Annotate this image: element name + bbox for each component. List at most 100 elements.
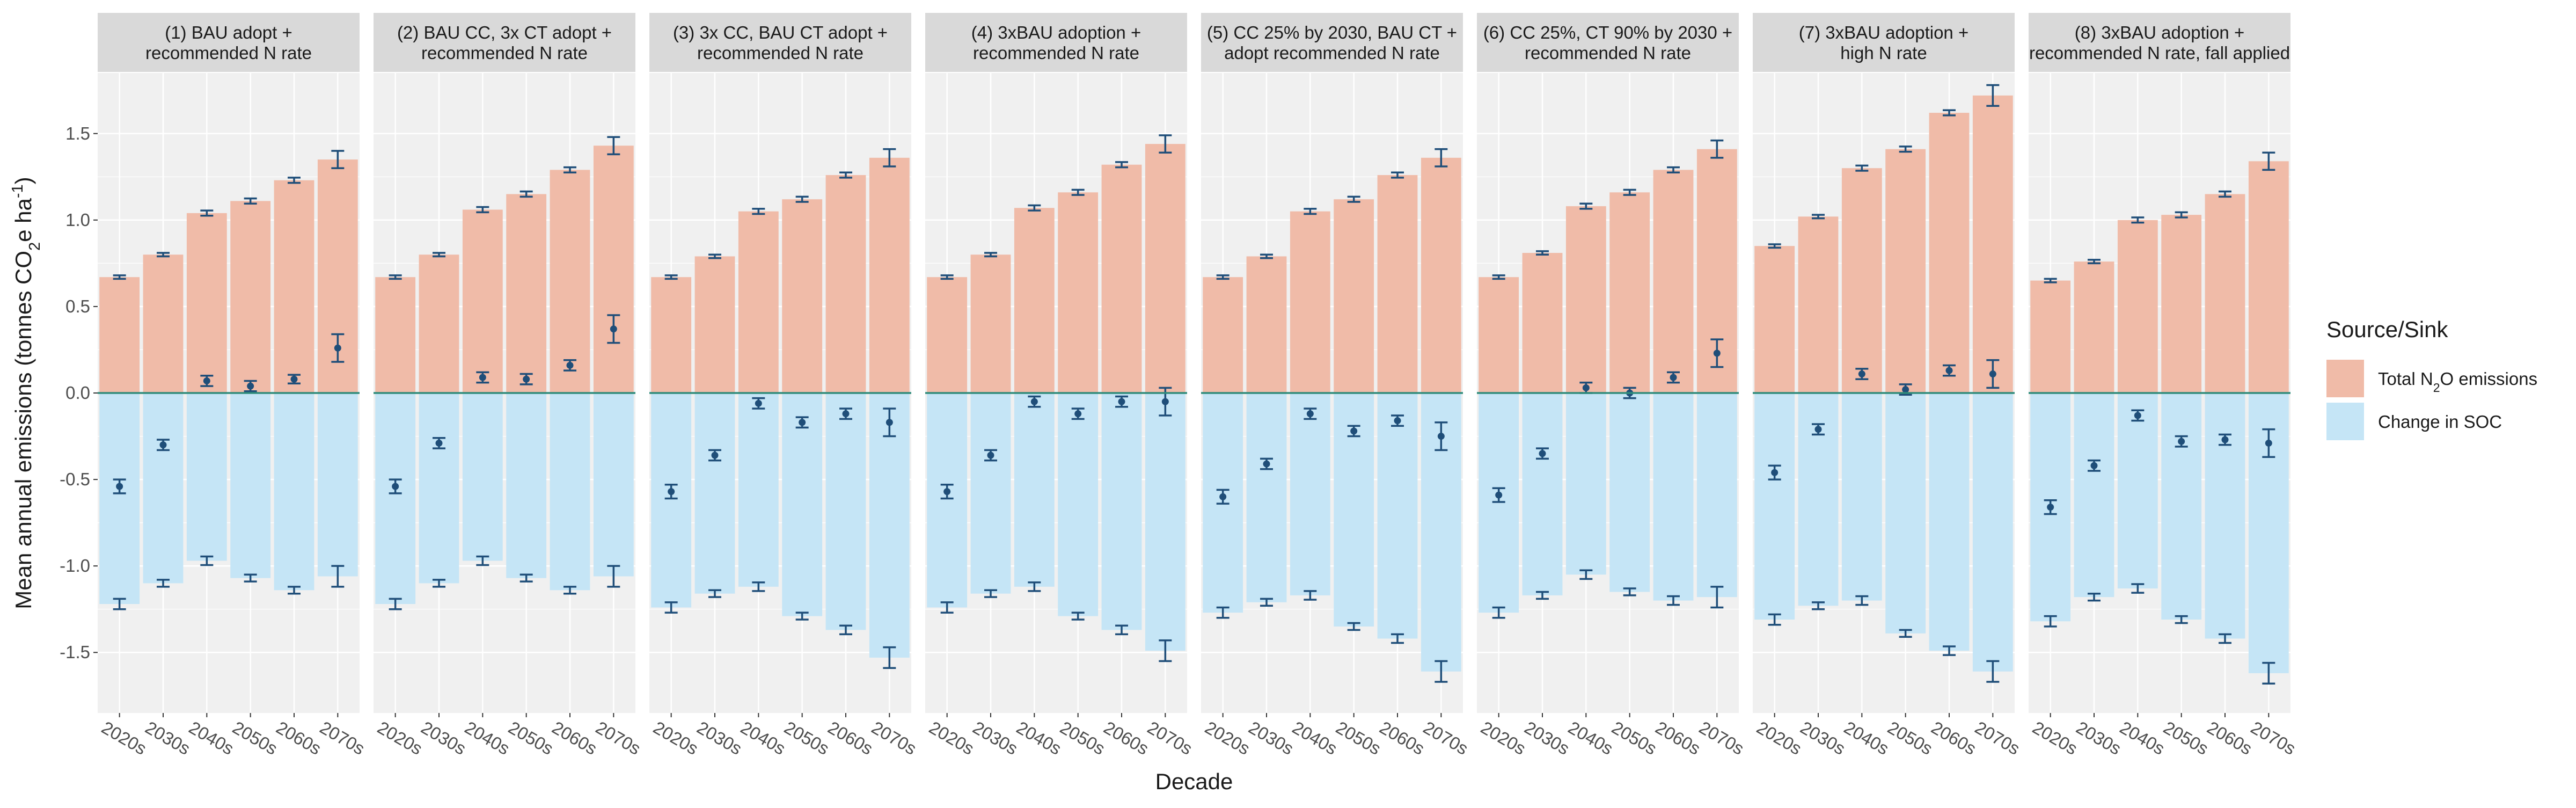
point-net [2134, 412, 2141, 419]
bar-n2o [782, 199, 823, 393]
bar-n2o [419, 254, 459, 393]
point-net [799, 419, 806, 426]
x-tick-label: 2020s [1477, 717, 1529, 759]
x-tick-label: 2070s [1972, 717, 2023, 759]
x-tick-label: 2070s [1696, 717, 1747, 759]
legend-layer: Source/Sink Total N2O emissions Change in … [2326, 317, 2537, 440]
bar-n2o [694, 256, 735, 393]
facet-title-line: (5) CC 25% by 2030, BAU CT + [1207, 23, 1457, 42]
x-tick-label: 2060s [1652, 717, 1704, 759]
x-tick-label: 2030s [418, 717, 470, 759]
point-net [1263, 460, 1270, 468]
bar-soc [2074, 393, 2114, 598]
x-tick-label: 2020s [374, 717, 426, 759]
facet-strip [1477, 13, 1739, 72]
point-net [1030, 398, 1038, 405]
x-tick-label: 2040s [1013, 717, 1065, 759]
point-net [1306, 410, 1314, 418]
x-tick-label: 2060s [1928, 717, 1980, 759]
point-net [1814, 426, 1822, 433]
bar-soc [506, 393, 547, 578]
facet-title-line: (7) 3xBAU adoption + [1799, 23, 1968, 42]
bar-soc [1101, 393, 1142, 630]
point-net [203, 377, 210, 384]
bar-soc [1696, 393, 1737, 598]
point-net [842, 410, 850, 418]
bar-n2o [1421, 157, 1461, 393]
y-tick-label: 1.0 [65, 210, 90, 230]
y-axis-title-part: Mean annual emissions (tonnes CO [11, 251, 36, 609]
x-tick-label: 2050s [1884, 717, 1936, 759]
x-tick-label: 2050s [781, 717, 832, 759]
bar-n2o [1609, 192, 1650, 393]
bar-soc [1246, 393, 1287, 602]
point-net [1539, 450, 1546, 457]
bar-soc [1653, 393, 1694, 601]
x-tick-label: 2040s [737, 717, 789, 759]
bar-soc [1841, 393, 1882, 601]
facet-title-line: recommended N rate [145, 43, 312, 63]
bar-n2o [1972, 95, 2013, 393]
x-tick-label: 2070s [1144, 717, 1196, 759]
x-tick-label: 2030s [1521, 717, 1573, 759]
facet-title-line: recommended N rate [421, 43, 588, 63]
bar-soc [2117, 393, 2158, 589]
point-net [1670, 374, 1677, 381]
point-net [2221, 436, 2229, 443]
bar-n2o [2117, 220, 2158, 393]
x-tick-label: 2020s [1753, 717, 1805, 759]
bar-n2o [506, 194, 547, 393]
x-tick-label: 2070s [592, 717, 644, 759]
x-tick-label: 2050s [2160, 717, 2212, 759]
x-tick-label: 2030s [694, 717, 745, 759]
facet-strip [2029, 13, 2290, 72]
facet-title-line: recommended N rate [697, 43, 863, 63]
facet-strip [98, 13, 360, 72]
bar-soc [1929, 393, 1970, 651]
bar-soc [825, 393, 866, 630]
bar-soc [230, 393, 271, 578]
bar-n2o [550, 170, 590, 393]
bar-n2o [1522, 253, 1563, 393]
x-tick-label: 2050s [1333, 717, 1384, 759]
facet-title: (8) 3xBAU adoption + recommended N rate, … [2029, 23, 2290, 63]
bar-soc [375, 393, 416, 605]
facet-title-line: (3) 3x CC, BAU CT adopt + [673, 23, 888, 42]
bar-soc [186, 393, 227, 561]
x-tick-label: 2040s [462, 717, 513, 759]
y-tick-label: -1.0 [60, 556, 90, 576]
point-net [1161, 398, 1169, 405]
point-net [392, 483, 399, 490]
x-tick-label: 2070s [317, 717, 368, 759]
bar-soc [143, 393, 184, 584]
bar-n2o [1841, 168, 1882, 393]
bar-soc [1058, 393, 1099, 616]
point-net [1074, 410, 1082, 418]
x-tick-label: 2060s [1101, 717, 1152, 759]
point-net [1495, 491, 1503, 499]
x-tick-label: 2040s [1565, 717, 1616, 759]
point-net [1989, 370, 1996, 378]
legend-label-n2o: Total N2O emissions [2378, 369, 2537, 395]
facet-title: (2) BAU CC, 3x CT adopt + recommended N r… [397, 23, 612, 63]
bar-n2o [1101, 164, 1142, 393]
point-net [1902, 386, 1909, 394]
facet-panel-5: (5) CC 25% by 2030, BAU CT + adopt recomm… [1201, 13, 1472, 759]
facet-title-line: adopt recommended N rate [1224, 43, 1440, 63]
bar-n2o [593, 145, 634, 393]
bar-n2o [2248, 161, 2289, 393]
bar-n2o [1203, 277, 1243, 393]
point-net [1394, 417, 1401, 425]
bar-n2o [869, 157, 910, 393]
x-tick-label: 2050s [1608, 717, 1660, 759]
y-tick-label: -0.5 [60, 469, 90, 489]
bar-n2o [1290, 211, 1330, 393]
facet-title: (7) 3xBAU adoption + high N rate [1799, 23, 1968, 63]
bar-n2o [1058, 192, 1099, 393]
facet-panel-4: (4) 3xBAU adoption + recommended N rate 20… [925, 13, 1196, 759]
bar-soc [2161, 393, 2202, 620]
facet-title: (5) CC 25% by 2030, BAU CT + adopt recomm… [1207, 23, 1457, 63]
facet-title-line: (4) 3xBAU adoption + [971, 23, 1141, 42]
facet-strip [1201, 13, 1463, 72]
